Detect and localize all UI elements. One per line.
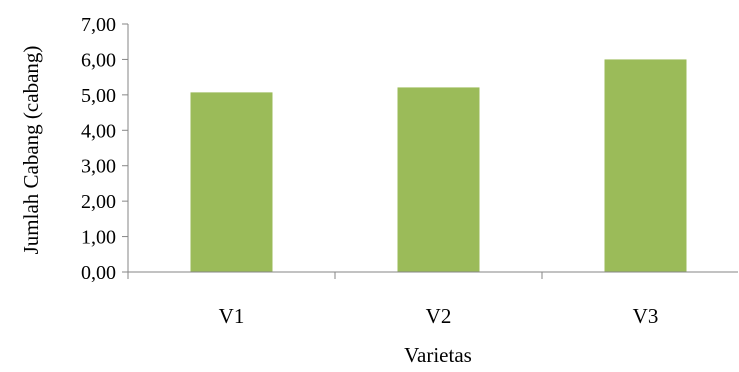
y-axis-ticks <box>122 24 128 272</box>
y-tick-label: 3,00 <box>81 156 116 178</box>
y-tick-label: 1,00 <box>81 227 116 249</box>
x-axis-ticks <box>128 272 542 279</box>
y-tick-label: 0,00 <box>81 262 116 284</box>
y-tick-label: 7,00 <box>81 14 116 36</box>
plot-area: 0,00 1,00 2,00 3,00 4,00 5,00 6,00 7,00 V1 V2 V3 <box>81 14 738 328</box>
bar-v2 <box>398 87 480 272</box>
x-category-label: V2 <box>426 304 452 328</box>
bar-v1 <box>191 92 273 272</box>
y-tick-label: 2,00 <box>81 191 116 213</box>
x-category-label: V1 <box>219 304 245 328</box>
y-tick-label: 5,00 <box>81 85 116 107</box>
x-axis-category-labels: V1 V2 V3 <box>219 304 659 328</box>
y-axis-tick-labels: 0,00 1,00 2,00 3,00 4,00 5,00 6,00 7,00 <box>81 14 116 284</box>
x-category-label: V3 <box>633 304 659 328</box>
bars-group <box>191 59 687 272</box>
x-axis-title: Varietas <box>404 343 472 367</box>
y-tick-label: 4,00 <box>81 120 116 142</box>
y-tick-label: 6,00 <box>81 49 116 71</box>
bar-v3 <box>605 59 687 272</box>
y-axis-title: Jumlah Cabang (cabang) <box>19 46 43 255</box>
